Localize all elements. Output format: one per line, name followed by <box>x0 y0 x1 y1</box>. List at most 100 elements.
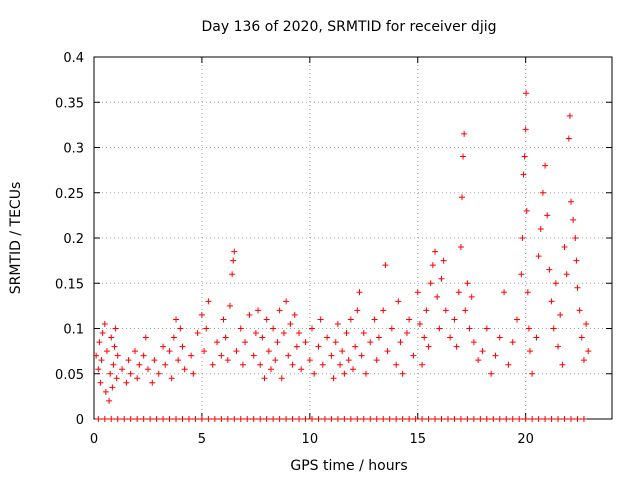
data-point <box>395 298 402 305</box>
data-point <box>345 357 352 364</box>
data-point <box>529 370 536 377</box>
data-point <box>535 416 542 422</box>
data-point <box>283 416 290 422</box>
data-point <box>350 366 356 373</box>
data-point <box>140 352 147 359</box>
data-point <box>477 416 484 422</box>
data-point <box>298 366 305 373</box>
y-tick-label: 0.35 <box>55 96 84 111</box>
data-point <box>464 280 471 287</box>
data-point <box>419 416 426 422</box>
y-tick-label: 0.3 <box>63 142 84 157</box>
data-point <box>142 334 149 341</box>
data-point <box>155 370 162 377</box>
data-point <box>287 320 294 327</box>
data-point <box>112 325 119 332</box>
data-point <box>393 361 400 368</box>
data-point <box>574 284 581 291</box>
data-point <box>555 416 562 422</box>
data-point <box>503 416 510 422</box>
data-point <box>535 253 542 260</box>
data-point <box>339 348 346 355</box>
data-point <box>455 289 462 296</box>
data-point <box>461 130 468 137</box>
data-point <box>371 316 378 323</box>
data-point <box>457 244 464 251</box>
data-point <box>306 357 313 364</box>
data-point <box>220 316 227 323</box>
data-point <box>293 343 300 350</box>
data-point <box>296 330 303 337</box>
data-point <box>231 248 238 255</box>
data-point <box>518 271 525 278</box>
data-point <box>218 416 225 422</box>
data-point <box>542 162 549 169</box>
data-point <box>328 352 335 359</box>
data-point <box>274 339 281 346</box>
data-point <box>423 307 430 314</box>
data-point <box>373 416 380 422</box>
data-point <box>460 153 467 160</box>
data-point <box>147 416 154 422</box>
data-point <box>95 416 102 422</box>
data-point <box>548 298 555 305</box>
data-point <box>119 366 126 373</box>
data-point <box>358 352 365 359</box>
data-point <box>550 325 557 332</box>
data-point <box>123 379 130 386</box>
data-point <box>412 416 419 422</box>
data-point <box>432 248 439 255</box>
data-point <box>388 325 395 332</box>
data-point <box>386 416 393 422</box>
data-point <box>272 357 279 364</box>
data-point <box>399 370 406 377</box>
data-point <box>347 416 354 422</box>
data-point <box>444 416 451 422</box>
data-point <box>565 135 572 142</box>
data-point <box>567 416 574 422</box>
data-point <box>447 334 454 341</box>
data-point <box>203 325 210 332</box>
data-point <box>414 289 421 296</box>
data-point <box>93 352 100 359</box>
data-point <box>332 339 339 346</box>
data-point <box>522 126 529 133</box>
data-point <box>289 361 296 368</box>
data-point <box>585 348 592 355</box>
data-point <box>315 416 322 422</box>
data-point <box>151 357 158 364</box>
data-point <box>483 416 490 422</box>
grid-lines <box>94 57 612 419</box>
data-point <box>525 325 532 332</box>
data-point <box>580 416 587 422</box>
data-point <box>419 361 426 368</box>
data-point <box>397 339 404 346</box>
data-point <box>539 189 546 196</box>
data-point <box>242 339 249 346</box>
data-point <box>179 416 186 422</box>
data-point <box>222 334 229 341</box>
data-point <box>524 289 531 296</box>
data-point <box>490 416 497 422</box>
data-point <box>144 366 151 373</box>
data-point <box>233 348 240 355</box>
data-point <box>561 416 568 422</box>
data-point <box>330 375 337 382</box>
data-point <box>425 343 432 350</box>
data-point <box>570 216 577 223</box>
data-point <box>434 293 441 300</box>
data-point <box>360 416 367 422</box>
data-point <box>468 293 475 300</box>
data-point <box>537 225 544 232</box>
data-point <box>521 153 528 160</box>
data-point <box>192 416 199 422</box>
data-point <box>198 311 205 318</box>
data-point <box>168 375 175 382</box>
data-point <box>572 235 579 241</box>
data-point <box>573 257 580 264</box>
y-axis-label: SRMTID / TECUs <box>8 182 24 295</box>
data-point <box>574 416 581 422</box>
data-point <box>566 112 573 119</box>
data-point <box>380 307 387 314</box>
data-point <box>107 370 114 377</box>
